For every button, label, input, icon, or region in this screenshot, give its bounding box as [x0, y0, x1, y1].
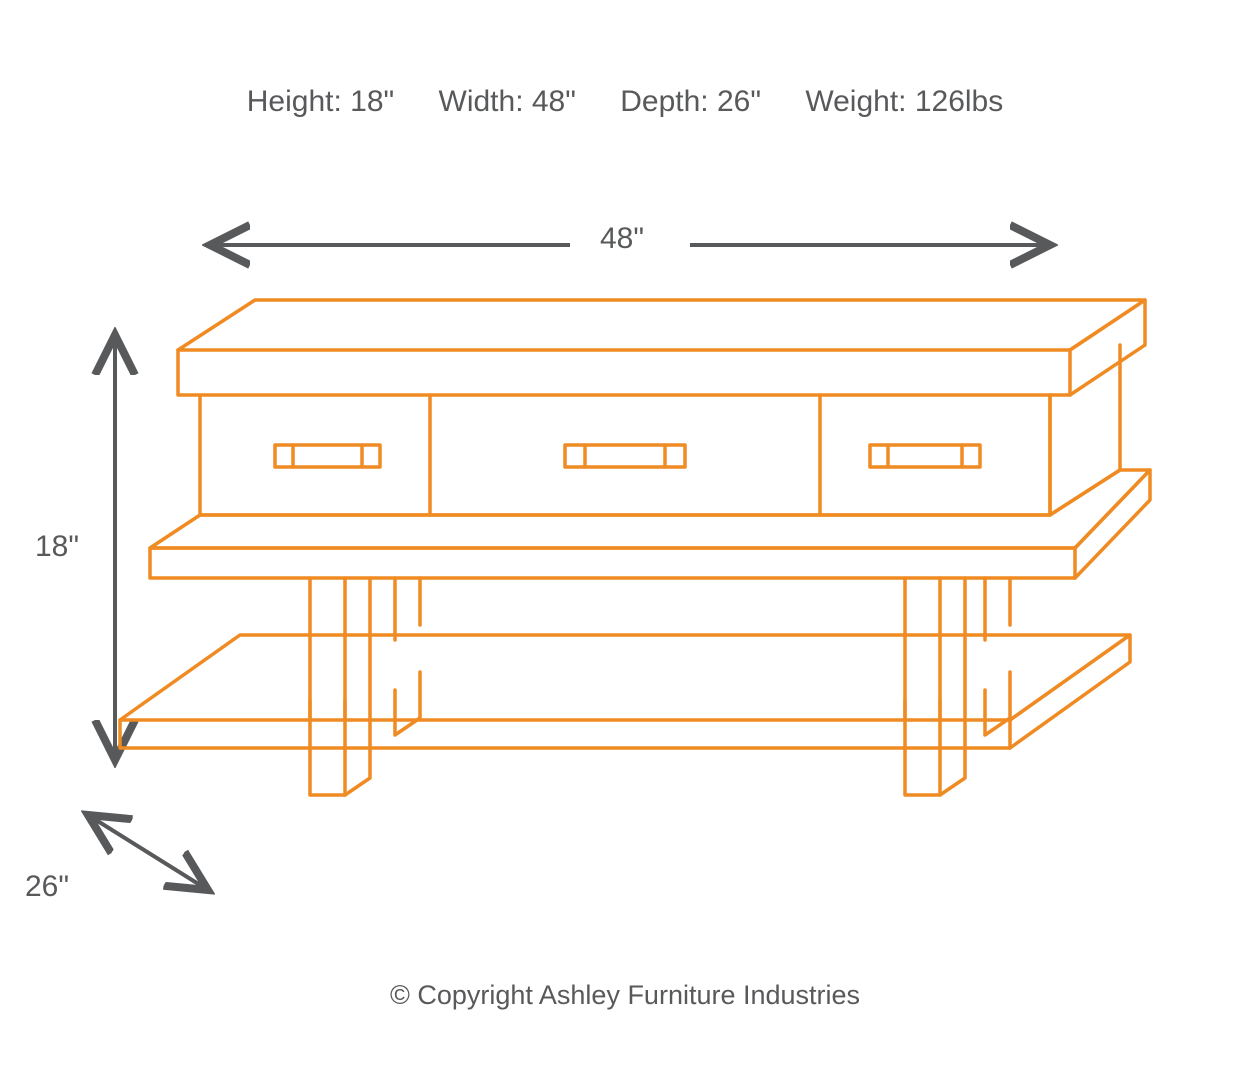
table-drawing [120, 300, 1150, 795]
legs [310, 578, 1010, 795]
dimension-diagram [0, 0, 1250, 1080]
drawer-handles [275, 445, 980, 467]
